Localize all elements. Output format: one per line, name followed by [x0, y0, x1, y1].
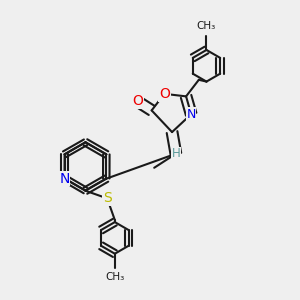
- Text: CH₃: CH₃: [197, 21, 216, 32]
- Text: N: N: [59, 172, 70, 186]
- Text: O: O: [159, 87, 170, 101]
- Text: H: H: [172, 147, 180, 160]
- Text: O: O: [132, 94, 143, 109]
- Text: CH₃: CH₃: [105, 272, 124, 282]
- Text: N: N: [187, 108, 196, 121]
- Text: S: S: [103, 191, 112, 206]
